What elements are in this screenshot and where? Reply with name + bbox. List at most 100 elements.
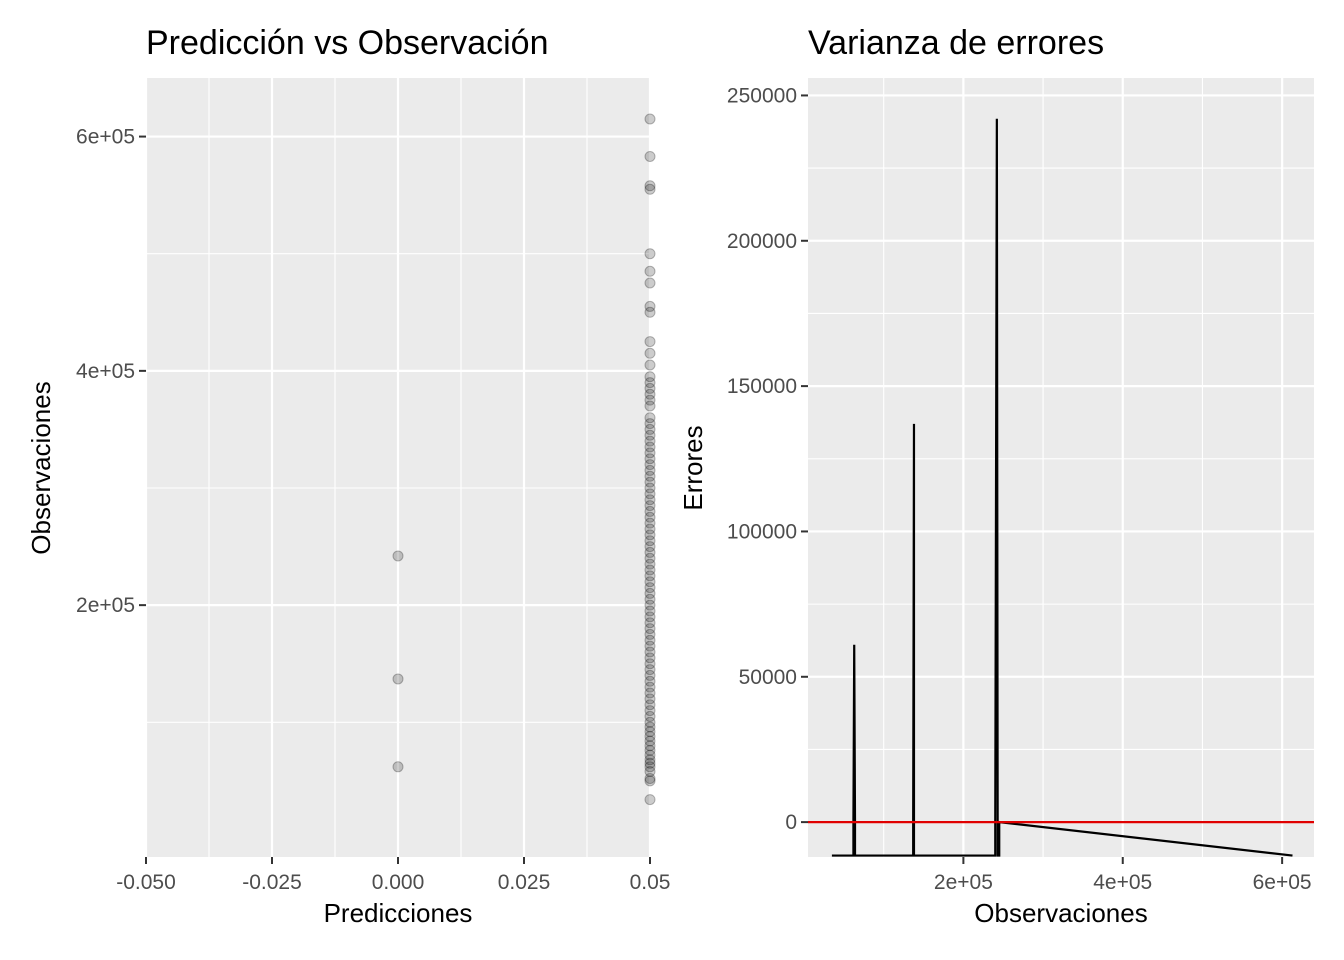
scatter-point — [644, 150, 656, 162]
scatter-point — [644, 628, 656, 640]
y-tick-label: 4e+05 — [76, 360, 135, 383]
scatter-point — [644, 687, 656, 699]
scatter-point — [644, 576, 656, 588]
scatter-point — [644, 183, 656, 195]
error-variance-x-axis-title: Observaciones — [974, 898, 1147, 928]
scatter-point — [644, 693, 656, 705]
scatter-point — [644, 277, 656, 289]
scatter-point — [644, 726, 656, 738]
scatter-point — [644, 494, 656, 506]
y-tick-label: 250000 — [727, 84, 797, 107]
scatter-point — [644, 757, 656, 769]
error-variance-y-axis: 0 50000 100000 150000 200000 250000 — [727, 84, 808, 834]
scatter-y-axis: 2e+05 4e+05 6e+05 — [76, 126, 146, 617]
scatter-y-axis-title: Observaciones — [26, 381, 56, 554]
scatter-points — [392, 113, 656, 806]
scatter-point — [644, 265, 656, 277]
y-tick-label: 100000 — [727, 520, 797, 543]
scatter-point — [644, 611, 656, 623]
scatter-title: Predicción vs Observación — [146, 24, 549, 62]
scatter-point — [644, 669, 656, 681]
scatter-point — [644, 552, 656, 564]
x-tick-label: 0.05 — [630, 871, 671, 894]
scatter-point — [644, 546, 656, 558]
scatter-point — [644, 623, 656, 635]
scatter-point — [644, 306, 656, 318]
scatter-point — [644, 300, 656, 312]
scatter-point — [644, 564, 656, 576]
scatter-point — [644, 500, 656, 512]
scatter-point — [644, 710, 656, 722]
scatter-point — [644, 652, 656, 664]
scatter-point — [644, 721, 656, 733]
scatter-point — [644, 371, 656, 383]
y-tick-label: 150000 — [727, 375, 797, 398]
scatter-point — [644, 464, 656, 476]
scatter-point — [644, 418, 656, 430]
scatter-point — [644, 505, 656, 517]
scatter-point — [644, 599, 656, 611]
scatter-point — [644, 400, 656, 412]
scatter-point — [644, 675, 656, 687]
scatter-point — [644, 716, 656, 728]
x-tick-label: -0.025 — [242, 871, 302, 894]
scatter-point — [644, 705, 656, 717]
scatter-point — [644, 749, 656, 761]
scatter-point — [644, 382, 656, 394]
scatter-point — [644, 429, 656, 441]
scatter-point — [644, 423, 656, 435]
scatter-point — [644, 336, 656, 348]
scatter-point — [644, 773, 656, 785]
scatter-point — [644, 699, 656, 711]
y-tick-label: 2e+05 — [76, 594, 135, 617]
scatter-point — [644, 582, 656, 594]
scatter-point — [392, 550, 404, 562]
scatter-point — [644, 658, 656, 670]
scatter-point — [644, 488, 656, 500]
scatter-point — [644, 453, 656, 465]
scatter-point — [644, 470, 656, 482]
scatter-point — [644, 180, 656, 192]
error-variance-marks — [808, 118, 1314, 857]
error-variance-plot-background — [808, 78, 1314, 857]
x-tick-label: 2e+05 — [934, 871, 993, 894]
scatter-point — [644, 394, 656, 406]
error-variance-x-axis: 2e+05 4e+05 6e+05 — [934, 857, 1312, 894]
scatter-x-axis: -0.050 -0.025 0.000 0.025 0.05 — [116, 857, 670, 894]
error-line — [831, 118, 1293, 857]
y-tick-label: 200000 — [727, 230, 797, 253]
scatter-panel: Predicción vs Observación -0.050 -0.025 0.… — [26, 24, 670, 928]
error-variance-panel: Varianza de errores 2e+05 4e+05 6e+05 0 500… — [678, 24, 1314, 928]
scatter-point — [644, 388, 656, 400]
scatter-point — [644, 754, 656, 766]
scatter-point — [644, 775, 656, 787]
scatter-grid — [144, 78, 652, 857]
scatter-point — [644, 113, 656, 125]
x-tick-label: 4e+05 — [1093, 871, 1152, 894]
scatter-point — [644, 634, 656, 646]
scatter-point — [644, 459, 656, 471]
scatter-point — [644, 517, 656, 529]
scatter-point — [644, 617, 656, 629]
scatter-point — [644, 248, 656, 260]
scatter-point — [644, 605, 656, 617]
x-tick-label: -0.050 — [116, 871, 176, 894]
error-variance-title: Varianza de errores — [808, 24, 1104, 62]
scatter-point — [644, 447, 656, 459]
scatter-point — [644, 765, 656, 777]
scatter-point — [644, 730, 656, 742]
scatter-point — [644, 476, 656, 488]
scatter-point — [392, 761, 404, 773]
scatter-point — [644, 523, 656, 535]
scatter-point — [644, 377, 656, 389]
scatter-point — [644, 511, 656, 523]
scatter-point — [644, 347, 656, 359]
x-tick-label: 0.000 — [372, 871, 425, 894]
scatter-point — [644, 640, 656, 652]
x-tick-label: 0.025 — [498, 871, 551, 894]
y-tick-label: 0 — [785, 811, 797, 834]
scatter-x-axis-title: Predicciones — [324, 898, 473, 928]
scatter-point — [644, 681, 656, 693]
scatter-point — [392, 673, 404, 685]
